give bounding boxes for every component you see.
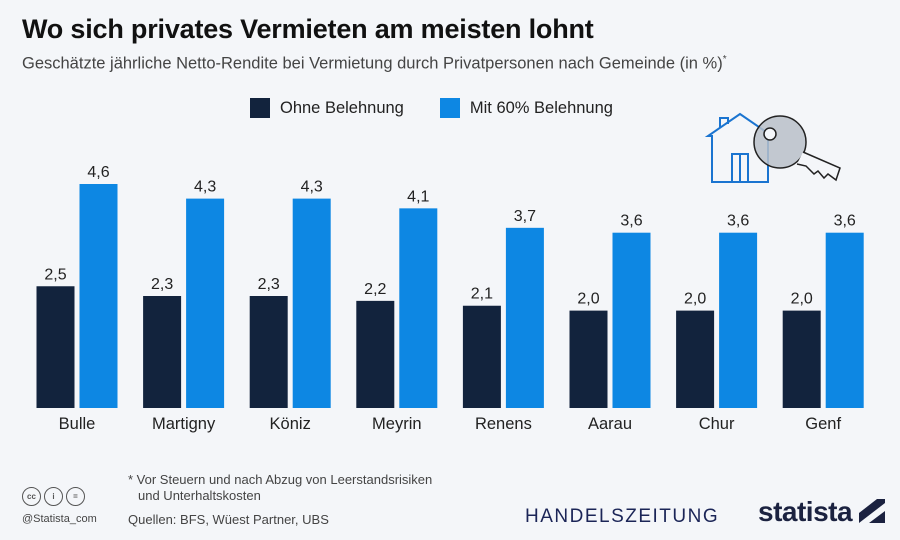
bar-ohne-Meyrin [356,300,395,408]
data-label: 2,3 [258,276,280,293]
data-label: 2,0 [791,291,813,308]
bar-ohne-Bulle [36,286,75,408]
data-label: 2,3 [151,276,173,293]
data-label: 2,5 [44,266,66,283]
house-key-icon [704,112,841,183]
data-label: 4,6 [87,164,109,181]
nd-icon: = [66,487,85,506]
legend-label: Mit 60% Belehnung [469,98,613,117]
x-tick-label: Köniz [270,415,311,433]
footnote-cont: und Unterhaltskosten [138,488,261,503]
x-tick-label: Martigny [152,415,216,433]
cc-license-icons: cc i = [22,487,85,506]
cc-icon: cc [22,487,41,506]
data-label: 2,0 [684,291,706,308]
bar-mit-60-Köniz [292,198,331,408]
data-label: 2,2 [364,281,386,298]
footnote: * Vor Steuern und nach Abzug von Leersta… [128,472,433,487]
bar-mit-60-Chur [719,232,758,408]
statista-logo-text: statista [758,496,853,527]
legend-label: Ohne Belehnung [280,98,404,117]
sources: Quellen: BFS, Wüest Partner, UBS [128,512,329,527]
handelszeitung-logo: HANDELSZEITUNG [525,506,720,527]
bar-mit-60-Genf [825,232,864,408]
data-label: 4,3 [194,179,216,196]
bar-mit-60-Aarau [612,232,651,408]
by-icon: i [44,487,63,506]
x-tick-label: Renens [475,415,532,433]
bar-ohne-Renens [462,305,501,408]
bar-ohne-Martigny [143,296,182,408]
chart-subtitle: Geschätzte jährliche Netto-Rendite bei V… [22,54,727,74]
x-tick-label: Aarau [588,415,632,433]
bar-mit-60-Martigny [186,198,225,408]
x-tick-label: Meyrin [372,415,422,433]
data-label: 3,6 [834,213,856,230]
legend-swatch-dark [250,98,270,118]
bar-mit-60-Renens [505,227,544,408]
x-tick-label: Genf [805,415,841,433]
bar-chart: 2,5 4,6 Bulle 2,3 4,3 Martigny 2,3 4,3 Köniz 2,2 4… [36,164,864,433]
bar-ohne-Chur [676,310,715,408]
x-tick-label: Bulle [59,415,96,433]
x-tick-label: Chur [699,415,735,433]
data-label: 3,6 [727,213,749,230]
data-label: 3,7 [514,208,536,225]
data-label: 4,1 [407,188,429,205]
bar-ohne-Köniz [249,296,288,408]
subtitle-footnote-mark: * [722,54,727,65]
bar-mit-60-Bulle [79,184,118,408]
legend-item-mit: Mit 60% Belehnung [439,98,613,118]
bar-ohne-Genf [782,310,821,408]
data-label: 4,3 [301,179,323,196]
statista-handle: @Statista_com [22,513,97,525]
legend-item-ohne: Ohne Belehnung [250,98,404,118]
legend-swatch-blue [439,98,460,118]
statista-logo: statista [758,496,886,528]
bar-mit-60-Meyrin [399,208,438,408]
bar-ohne-Aarau [569,310,608,408]
subtitle-text: Geschätzte jährliche Netto-Rendite bei V… [22,54,723,73]
data-label: 2,0 [577,291,599,308]
chart-title: Wo sich privates Vermieten am meisten lo… [22,14,594,44]
legend: Ohne Belehnung Mit 60% Belehnung [250,98,613,118]
data-label: 3,6 [620,213,642,230]
statista-mark-icon [859,499,886,523]
data-label: 2,1 [471,286,493,303]
